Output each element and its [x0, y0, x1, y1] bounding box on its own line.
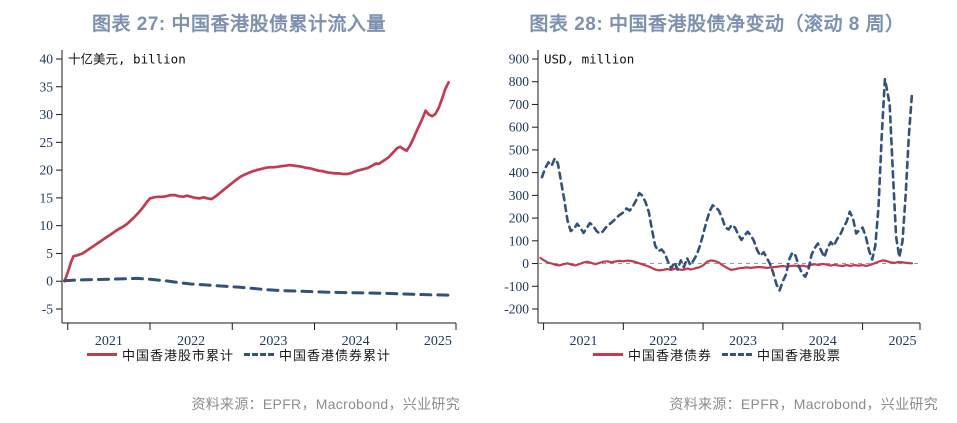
chart-27-panel: 图表 27: 中国香港股债累计流入量 40 35 30 25 20 15 10 5 0 -5 202… [0, 0, 478, 423]
y-tick-label: 35 [40, 79, 54, 94]
series-line-navy [63, 276, 451, 297]
x-tick-label: 2025 [888, 334, 916, 347]
chart-28-legend: 中国香港债券 中国香港股票 [592, 345, 841, 364]
chart-27-plot: 40 35 30 25 20 15 10 5 0 -5 2021 2022 2023 2024 2025 十亿… [40, 50, 457, 347]
y-tick-label: 800 [509, 74, 530, 89]
legend-item-equity-cumulative: 中国香港股市累计 [86, 345, 234, 364]
y-tick-label: 25 [40, 135, 54, 150]
x-tick-label: 2021 [95, 334, 123, 347]
y-tick-label: -100 [504, 279, 529, 294]
solid-line-icon [592, 353, 623, 356]
legend-label: 中国香港股票 [757, 349, 842, 364]
x-tick-label: 2021 [569, 334, 597, 347]
y-tick-label: 500 [509, 142, 530, 157]
legend-item-bond-cumulative: 中国香港债券累计 [236, 345, 391, 364]
chart-27-title: 图表 27: 中国香港股债累计流入量 [91, 14, 387, 35]
x-tick-label: 2024 [809, 334, 837, 347]
y-tick-label: 10 [40, 218, 54, 233]
chart-27-legend: 中国香港股市累计 中国香港债券累计 [86, 345, 391, 364]
y-tick-label: 300 [509, 188, 530, 203]
x-tick-label: 2024 [342, 334, 370, 347]
axis-unit-label: 十亿美元, billion [68, 52, 186, 67]
dashed-line-icon [722, 353, 752, 356]
dashed-line-icon [244, 353, 274, 356]
axis-unit-label: USD, million [544, 52, 634, 67]
y-tick-label: 30 [40, 107, 54, 122]
y-tick-label: 20 [40, 163, 54, 178]
y-tick-label: 40 [40, 52, 54, 67]
y-tick-label: 15 [40, 190, 54, 205]
legend-item-equity-net: 中国香港股票 [714, 345, 841, 364]
x-tick-label: 2025 [424, 334, 452, 347]
source-attribution: 资料来源：EPFR，Macrobond，兴业研究 [191, 396, 460, 412]
y-tick-label: 100 [509, 233, 530, 248]
y-tick-label: 200 [509, 211, 530, 226]
series-line-red [539, 256, 914, 272]
x-tick-label: 2023 [729, 334, 757, 347]
y-tick-label: 5 [46, 246, 53, 261]
legend-item-bond-net: 中国香港债券 [592, 345, 712, 364]
legend-label: 中国香港债券累计 [279, 349, 392, 364]
axes: 900 800 700 600 500 400 300 200 100 0 -100 -200 2021… [504, 50, 921, 347]
chart-28-plot: 900 800 700 600 500 400 300 200 100 0 -100 -200 2021… [504, 50, 921, 347]
chart-28-title: 图表 28: 中国香港股债净变动（滚动 8 周） [529, 14, 905, 35]
legend-label: 中国香港债券 [627, 349, 712, 364]
y-tick-label: 900 [509, 52, 530, 67]
series-line-red [63, 80, 450, 283]
legend-label: 中国香港股市累计 [121, 349, 234, 364]
x-tick-label: 2023 [259, 334, 287, 347]
x-tick-label: 2022 [649, 334, 677, 347]
solid-line-icon [86, 353, 117, 356]
y-tick-label: 600 [509, 120, 530, 135]
y-tick-label: -5 [42, 302, 53, 317]
y-tick-label: 400 [509, 165, 530, 180]
y-tick-label: -200 [504, 302, 529, 317]
chart-28-panel: 图表 28: 中国香港股债净变动（滚动 8 周） 900 800 700 600 500… [478, 0, 956, 423]
y-tick-label: 0 [46, 274, 53, 289]
axes: 40 35 30 25 20 15 10 5 0 -5 2021 2022 2023 2024 2025 [40, 50, 457, 347]
x-tick-label: 2022 [177, 334, 205, 347]
source-attribution: 资料来源：EPFR，Macrobond，兴业研究 [669, 396, 938, 412]
y-tick-label: 0 [522, 256, 529, 271]
y-tick-label: 700 [509, 97, 530, 112]
series-line-navy [540, 77, 914, 292]
